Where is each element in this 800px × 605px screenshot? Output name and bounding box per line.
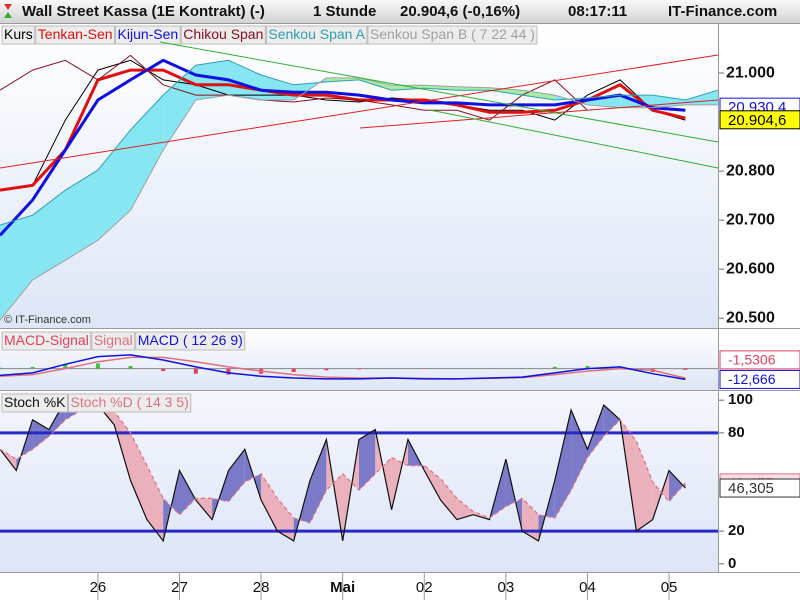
histogram-bar: [683, 369, 687, 370]
legend-item: Stoch %K: [2, 394, 67, 412]
legend-label: Stoch %D ( 14 3 5): [70, 394, 188, 410]
y-tick-label: 0: [728, 555, 736, 572]
histogram-bar: [324, 369, 328, 371]
legend-item: Chikou Span: [181, 26, 265, 44]
x-tick-label: 28: [253, 579, 270, 596]
y-tick-label: 80: [728, 424, 745, 441]
legend-item: Senkou Span B ( 7 22 44 ): [368, 26, 537, 44]
x-tick-label: 04: [579, 579, 596, 596]
y-tick-label: 20.800: [726, 162, 775, 179]
legend-label: MACD ( 12 26 9): [138, 332, 243, 348]
histogram-bar: [0, 368, 2, 369]
legend-label: Kurs: [4, 26, 33, 42]
x-tick-label: Mai: [330, 579, 355, 596]
legend-item: MACD-Signal: [2, 332, 91, 350]
legend-item: Senkou Span A: [266, 26, 367, 44]
y-tick-label: 21.000: [726, 64, 775, 81]
histogram-bar: [96, 363, 100, 368]
histogram-bar: [129, 366, 133, 369]
x-tick-label: 05: [661, 579, 678, 596]
legend-label: Signal: [94, 332, 133, 348]
interval: 1 Stunde: [313, 3, 376, 20]
legend-label: Senkou Span A: [268, 26, 365, 42]
histogram-bar: [194, 369, 198, 374]
quote: 20.904,6 (-0,16%): [400, 3, 520, 20]
x-tick-label: 27: [171, 579, 188, 596]
histogram-bar: [357, 369, 361, 370]
y-tick-label: 20.700: [726, 211, 775, 228]
time: 08:17:11: [568, 3, 627, 20]
value-label: -1,5306: [728, 352, 776, 368]
x-tick-label: 02: [416, 579, 433, 596]
histogram-bar: [292, 369, 296, 372]
legend-item: Kijun-Sen: [116, 26, 181, 44]
legend-label: Tenkan-Sen: [38, 26, 113, 42]
legend-label: Senkou Span B ( 7 22 44 ): [370, 26, 535, 42]
y-tick-label: 20: [728, 522, 745, 539]
value-label: 46,305: [728, 480, 774, 497]
legend-label: Chikou Span: [183, 26, 263, 42]
value-label: 20.904,6: [728, 112, 786, 129]
instrument: Wall Street Kassa (1E Kontrakt) (-): [22, 3, 265, 20]
legend-item: Tenkan-Sen: [36, 26, 115, 44]
legend-label: Stoch %K: [4, 394, 66, 410]
legend-item: Signal: [92, 332, 135, 350]
x-tick-label: 26: [90, 579, 107, 596]
legend-label: MACD-Signal: [4, 332, 89, 348]
site: IT-Finance.com: [668, 3, 777, 20]
histogram-bar: [31, 367, 35, 369]
histogram-bar: [553, 367, 557, 369]
legend-label: Kijun-Sen: [118, 26, 179, 42]
legend-item: Kurs: [2, 26, 35, 44]
y-tick-label: 20.500: [726, 309, 775, 326]
watermark: © IT-Finance.com: [4, 314, 91, 326]
y-tick-label: 100: [728, 391, 753, 408]
legend-item: MACD ( 12 26 9): [136, 332, 245, 350]
histogram-bar: [161, 369, 165, 372]
legend-item: Stoch %D ( 14 3 5): [68, 394, 190, 412]
value-label: -12,666: [728, 371, 776, 387]
y-tick-label: 20.600: [726, 260, 775, 277]
x-tick-label: 03: [498, 579, 515, 596]
